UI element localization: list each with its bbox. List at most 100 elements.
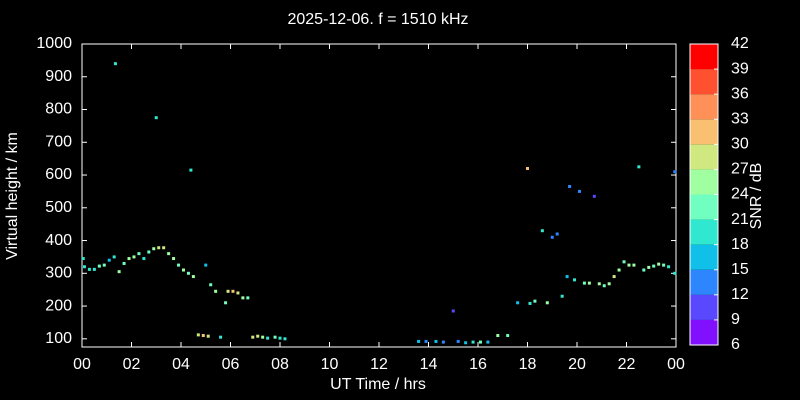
x-tick-label: 06 — [222, 356, 240, 373]
data-point — [441, 340, 445, 344]
data-point — [236, 291, 240, 295]
data-point — [506, 334, 510, 338]
data-point — [632, 263, 636, 267]
data-point — [204, 263, 208, 267]
data-point — [219, 335, 223, 339]
chart-title: 2025-12-06. f = 1510 kHz — [287, 11, 468, 28]
data-point — [486, 340, 490, 344]
data-point — [122, 261, 126, 265]
data-point — [662, 263, 666, 267]
data-point — [587, 281, 591, 285]
colorbar-tick-label: 12 — [731, 286, 749, 303]
data-point — [451, 309, 455, 313]
x-tick-label: 16 — [469, 356, 487, 373]
colorbar-segment — [690, 94, 718, 120]
data-point — [191, 275, 195, 279]
data-point — [417, 339, 421, 343]
colorbar-tick-label: 33 — [731, 110, 749, 127]
data-point — [471, 340, 475, 344]
data-point — [617, 268, 621, 272]
y-tick-label: 800 — [45, 101, 72, 118]
data-point — [573, 278, 577, 282]
colorbar-segment — [690, 169, 718, 195]
data-point — [612, 275, 616, 279]
data-point — [516, 301, 520, 305]
colorbar-tick-label: 27 — [731, 161, 749, 178]
data-point — [657, 262, 661, 266]
y-tick-label: 300 — [45, 265, 72, 282]
data-point — [597, 282, 601, 286]
data-point — [224, 301, 228, 305]
data-point — [102, 263, 106, 267]
data-point — [113, 62, 117, 66]
y-tick-label: 700 — [45, 133, 72, 150]
data-point — [256, 334, 260, 338]
x-tick-label: 00 — [73, 356, 91, 373]
data-point — [540, 229, 544, 233]
data-point — [673, 271, 677, 275]
data-point — [107, 258, 111, 262]
data-point — [152, 247, 156, 251]
data-point — [464, 341, 468, 345]
data-point — [278, 336, 282, 340]
data-point — [478, 340, 482, 344]
data-point — [273, 335, 277, 339]
x-tick-label: 02 — [123, 356, 141, 373]
data-point — [667, 265, 671, 269]
data-point — [82, 265, 86, 269]
data-point — [226, 289, 230, 293]
colorbar-segment — [690, 119, 718, 145]
data-point — [201, 334, 205, 338]
data-point — [142, 257, 146, 261]
data-point — [533, 299, 537, 303]
data-point — [550, 235, 554, 239]
x-axis-label: UT Time / hrs — [330, 376, 426, 393]
colorbar-segment — [690, 219, 718, 245]
data-point — [560, 294, 564, 298]
data-point — [622, 260, 626, 264]
data-point — [283, 337, 287, 341]
data-point — [132, 255, 136, 259]
data-point — [127, 257, 131, 261]
x-tick-label: 10 — [321, 356, 339, 373]
data-point — [137, 252, 141, 256]
data-point — [209, 283, 213, 287]
data-point — [157, 246, 161, 250]
data-point — [241, 296, 245, 300]
colorbar-segment — [690, 44, 718, 70]
data-point — [177, 263, 181, 267]
colorbar-tick-label: 15 — [731, 261, 749, 278]
data-point — [555, 232, 559, 236]
data-point — [112, 255, 116, 259]
colorbar-segment — [690, 294, 718, 320]
data-point — [526, 166, 529, 170]
data-point — [602, 284, 606, 288]
data-point — [568, 184, 572, 188]
colorbar-segment — [690, 144, 718, 170]
colorbar-label: SNR / dB — [748, 163, 765, 230]
y-tick-label: 500 — [45, 199, 72, 216]
data-point — [147, 250, 151, 254]
colorbar-tick-label: 6 — [731, 336, 740, 353]
x-tick-label: 00 — [667, 356, 685, 373]
colorbar-tick-label: 30 — [731, 136, 749, 153]
data-point — [642, 268, 646, 272]
y-tick-label: 100 — [45, 330, 72, 347]
x-tick-label: 18 — [519, 356, 537, 373]
x-tick-label: 20 — [568, 356, 586, 373]
data-point — [652, 264, 656, 268]
data-point — [172, 257, 176, 261]
data-point — [81, 257, 85, 261]
data-point — [189, 168, 193, 172]
y-tick-label: 600 — [45, 166, 72, 183]
data-point — [637, 165, 641, 169]
data-point — [92, 267, 96, 271]
data-point — [592, 194, 596, 198]
data-point — [196, 333, 200, 337]
colorbar-segment — [690, 269, 718, 295]
data-point — [167, 252, 171, 256]
data-point — [545, 301, 549, 305]
y-axis-label: Virtual height / km — [4, 132, 21, 260]
